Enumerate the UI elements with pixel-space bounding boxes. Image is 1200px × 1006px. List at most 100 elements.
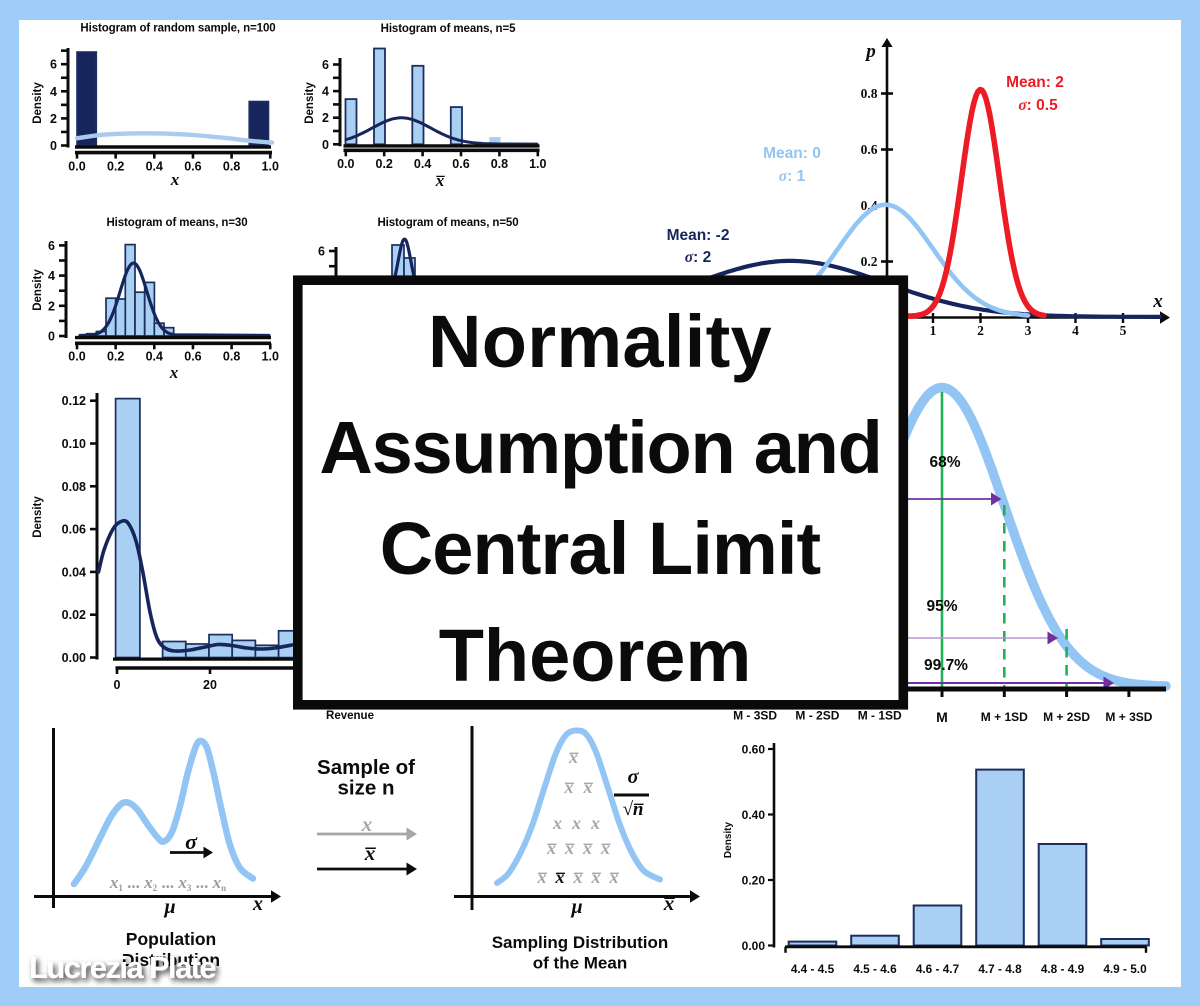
svg-text:0.04: 0.04 <box>62 565 86 579</box>
svg-text:Lucrezia Plate: Lucrezia Plate <box>29 950 216 985</box>
svg-text:6: 6 <box>318 245 325 259</box>
svg-text:x̅ x̅ x̅ x̅ x̅: x̅ x̅ x̅ x̅ x̅ <box>537 867 620 887</box>
svg-text:x̅: x̅ <box>364 841 376 865</box>
svg-text:Distribution: Distribution <box>122 950 220 970</box>
svg-text:x: x <box>252 893 263 915</box>
svg-text:95%: 95% <box>926 598 957 615</box>
svg-text:σ: 2: σ: 2 <box>685 249 711 266</box>
svg-text:4.9 - 5.0: 4.9 - 5.0 <box>1103 962 1147 976</box>
svg-text:0.00: 0.00 <box>62 651 86 665</box>
svg-text:x x x: x x x <box>552 813 600 833</box>
svg-text:0.2: 0.2 <box>107 160 124 174</box>
svg-text:x̅: x̅ <box>663 891 675 915</box>
svg-text:x̅ x̅: x̅ x̅ <box>564 777 594 797</box>
svg-text:0: 0 <box>48 330 55 344</box>
svg-text:0.08: 0.08 <box>62 480 86 494</box>
svg-text:Revenue: Revenue <box>326 710 374 722</box>
svg-text:0.8: 0.8 <box>223 160 240 174</box>
svg-text:Histogram of means, n=30: Histogram of means, n=30 <box>106 217 247 229</box>
svg-text:μ: μ <box>570 896 582 918</box>
svg-text:4.7 - 4.8: 4.7 - 4.8 <box>978 962 1022 976</box>
svg-text:68%: 68% <box>929 454 960 471</box>
svg-text:x̅: x̅ <box>568 747 579 767</box>
svg-text:Density: Density <box>723 822 734 859</box>
svg-text:0.0: 0.0 <box>337 157 354 171</box>
svg-text:σ: σ <box>627 766 639 788</box>
svg-text:x̅: x̅ <box>435 171 446 190</box>
svg-text:x: x <box>361 812 373 836</box>
svg-text:M + 2SD: M + 2SD <box>1043 710 1090 724</box>
svg-text:0.6: 0.6 <box>184 160 201 174</box>
svg-text:M - 2SD: M - 2SD <box>795 709 839 723</box>
svg-text:Sample of: Sample of <box>317 756 415 779</box>
svg-text:Mean: -2: Mean: -2 <box>667 227 730 244</box>
svg-text:0.8: 0.8 <box>861 86 878 101</box>
svg-text:4: 4 <box>1072 323 1079 338</box>
svg-text:Assumption and: Assumption and <box>319 406 881 489</box>
svg-text:M - 3SD: M - 3SD <box>733 709 777 723</box>
svg-text:0.6: 0.6 <box>861 142 878 157</box>
svg-text:1.0: 1.0 <box>262 350 279 364</box>
svg-text:Mean: 0: Mean: 0 <box>763 145 821 162</box>
svg-text:0.40: 0.40 <box>742 808 766 822</box>
svg-text:20: 20 <box>203 678 217 692</box>
svg-text:0: 0 <box>50 139 57 153</box>
svg-text:4.8 - 4.9: 4.8 - 4.9 <box>1041 962 1085 976</box>
svg-text:0: 0 <box>322 138 329 152</box>
svg-text:4: 4 <box>48 269 55 283</box>
svg-text:x: x <box>170 170 180 189</box>
svg-text:Density: Density <box>32 269 44 311</box>
svg-text:Histogram of means, n=50: Histogram of means, n=50 <box>377 217 518 229</box>
svg-text:M + 1SD: M + 1SD <box>981 710 1028 724</box>
svg-text:0.4: 0.4 <box>414 157 431 171</box>
svg-text:x1 ... x2 ... x3 ... xn: x1 ... x2 ... x3 ... xn <box>109 873 226 893</box>
svg-text:4.5 - 4.6: 4.5 - 4.6 <box>853 962 897 976</box>
svg-text:0.00: 0.00 <box>742 939 766 953</box>
svg-text:6: 6 <box>322 58 329 72</box>
svg-text:0.0: 0.0 <box>68 160 85 174</box>
svg-text:1.0: 1.0 <box>529 157 546 171</box>
svg-text:σ: 0.5: σ: 0.5 <box>1018 97 1058 114</box>
svg-text:σ: 1: σ: 1 <box>779 168 806 185</box>
svg-text:Density: Density <box>304 82 316 124</box>
svg-text:Density: Density <box>32 82 44 124</box>
svg-text:0.2: 0.2 <box>107 350 124 364</box>
svg-text:0.10: 0.10 <box>62 437 86 451</box>
svg-text:x: x <box>1152 291 1163 312</box>
svg-text:M + 3SD: M + 3SD <box>1105 710 1152 724</box>
svg-text:4.6 - 4.7: 4.6 - 4.7 <box>916 962 960 976</box>
svg-text:Theorem: Theorem <box>439 614 752 697</box>
svg-text:2: 2 <box>322 111 329 125</box>
svg-text:Central Limit: Central Limit <box>380 507 821 590</box>
svg-text:M: M <box>936 709 948 725</box>
svg-text:1: 1 <box>930 323 937 338</box>
svg-text:0.6: 0.6 <box>184 350 201 364</box>
svg-text:4: 4 <box>50 85 57 99</box>
svg-text:Histogram of random sample, n=: Histogram of random sample, n=100 <box>80 23 275 35</box>
svg-text:0.8: 0.8 <box>223 350 240 364</box>
svg-text:5: 5 <box>1120 323 1127 338</box>
svg-text:2: 2 <box>50 112 57 126</box>
svg-text:Histogram of means, n=5: Histogram of means, n=5 <box>381 23 516 35</box>
svg-text:Normality: Normality <box>428 300 772 383</box>
svg-text:0.2: 0.2 <box>861 254 878 269</box>
svg-text:6: 6 <box>50 58 57 72</box>
svg-text:of the Mean: of the Mean <box>533 954 627 973</box>
svg-text:x̅ x̅ x̅ x̅: x̅ x̅ x̅ x̅ <box>546 838 611 858</box>
svg-text:0: 0 <box>114 678 121 692</box>
svg-text:2: 2 <box>48 299 55 313</box>
svg-text:0.20: 0.20 <box>742 874 766 888</box>
svg-text:0.4: 0.4 <box>146 160 163 174</box>
svg-text:x: x <box>169 363 179 382</box>
svg-text:4: 4 <box>322 85 329 99</box>
svg-text:p: p <box>864 41 876 62</box>
svg-text:√n̅: √n̅ <box>623 799 645 820</box>
svg-text:0.06: 0.06 <box>62 523 86 537</box>
svg-text:0.60: 0.60 <box>742 743 766 757</box>
svg-text:99.7%: 99.7% <box>924 657 968 674</box>
svg-text:size n: size n <box>338 777 395 800</box>
svg-text:σ: σ <box>185 829 198 854</box>
svg-text:3: 3 <box>1025 323 1032 338</box>
svg-text:0.0: 0.0 <box>68 350 85 364</box>
svg-text:Mean: 2: Mean: 2 <box>1006 74 1064 91</box>
